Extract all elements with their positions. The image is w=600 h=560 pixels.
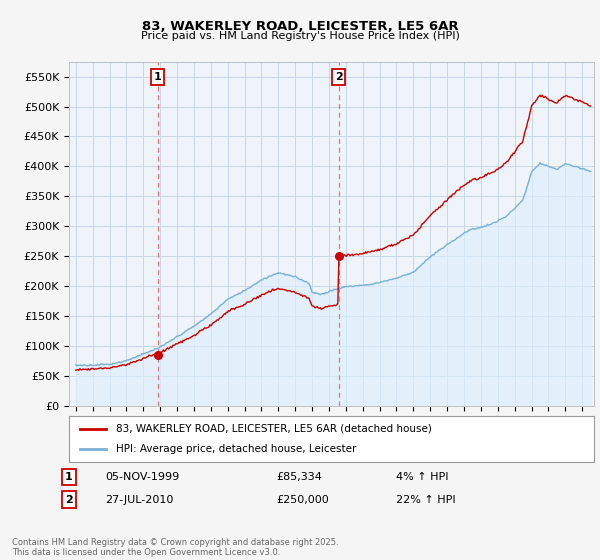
Text: 83, WAKERLEY ROAD, LEICESTER, LE5 6AR (detached house): 83, WAKERLEY ROAD, LEICESTER, LE5 6AR (d… [116, 424, 432, 434]
Text: HPI: Average price, detached house, Leicester: HPI: Average price, detached house, Leic… [116, 444, 356, 454]
Text: Price paid vs. HM Land Registry's House Price Index (HPI): Price paid vs. HM Land Registry's House … [140, 31, 460, 41]
Text: 2: 2 [335, 72, 343, 82]
Text: £85,334: £85,334 [276, 472, 322, 482]
Text: 4% ↑ HPI: 4% ↑ HPI [396, 472, 449, 482]
Text: 1: 1 [65, 472, 73, 482]
Text: Contains HM Land Registry data © Crown copyright and database right 2025.
This d: Contains HM Land Registry data © Crown c… [12, 538, 338, 557]
Text: 05-NOV-1999: 05-NOV-1999 [105, 472, 179, 482]
Text: 22% ↑ HPI: 22% ↑ HPI [396, 494, 455, 505]
Text: 2: 2 [65, 494, 73, 505]
Text: £250,000: £250,000 [276, 494, 329, 505]
Text: 1: 1 [154, 72, 161, 82]
Text: 83, WAKERLEY ROAD, LEICESTER, LE5 6AR: 83, WAKERLEY ROAD, LEICESTER, LE5 6AR [142, 20, 458, 32]
Text: 27-JUL-2010: 27-JUL-2010 [105, 494, 173, 505]
